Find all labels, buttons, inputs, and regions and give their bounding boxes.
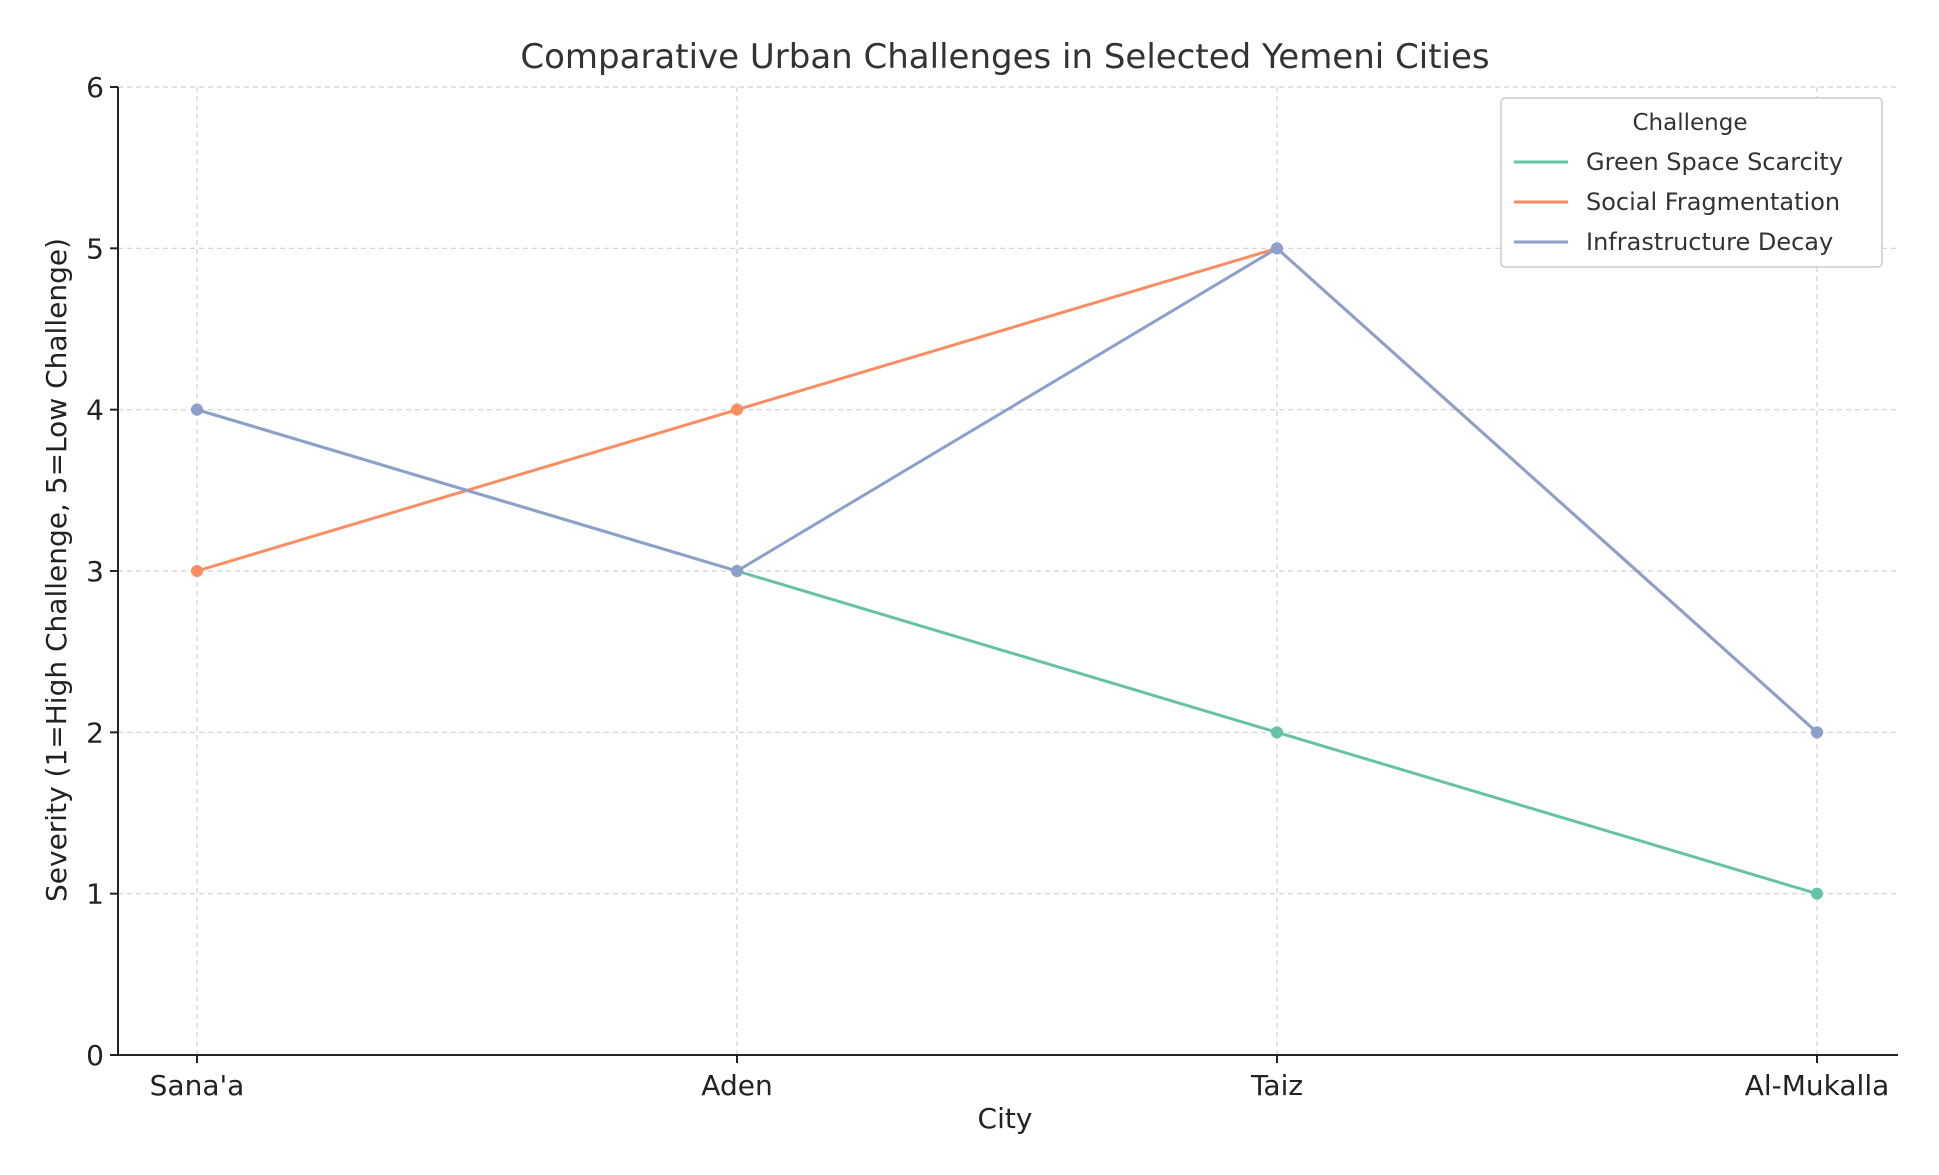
y-tick-label: 1 xyxy=(86,878,104,911)
y-tick-label: 4 xyxy=(86,394,104,427)
chart-title: Comparative Urban Challenges in Selected… xyxy=(520,37,1489,77)
x-tick-label: Taiz xyxy=(1250,1069,1303,1102)
y-tick-label: 2 xyxy=(86,716,104,749)
data-point xyxy=(191,565,203,577)
y-tick-label: 0 xyxy=(86,1039,104,1072)
y-tick-label: 3 xyxy=(86,555,104,588)
y-tick-label: 5 xyxy=(86,232,104,265)
x-tick-label: Aden xyxy=(701,1069,772,1102)
y-axis-label: Severity (1=High Challenge, 5=Low Challe… xyxy=(40,238,73,902)
data-point xyxy=(191,403,203,416)
x-tick-label: Al-Mukalla xyxy=(1745,1069,1890,1102)
ticks: 0 1 2 3 4 5 6 Sana'a Aden Taiz Al-Mukalla xyxy=(86,71,1889,1102)
data-point xyxy=(1271,726,1283,739)
data-point xyxy=(731,565,743,577)
series xyxy=(191,242,1823,900)
series-group xyxy=(191,242,1823,739)
legend-box xyxy=(1500,97,1883,268)
legend: Challenge Green Space Scarcity Social Fra… xyxy=(1500,97,1883,268)
legend-label: Social Fragmentation xyxy=(1586,188,1840,216)
series-group xyxy=(191,403,1823,900)
series-line xyxy=(196,246,1819,734)
series-line xyxy=(196,246,1819,734)
x-axis-label: City xyxy=(978,1102,1033,1135)
data-point xyxy=(1811,726,1823,739)
legend-label: Green Space Scarcity xyxy=(1586,148,1843,176)
data-point xyxy=(1811,887,1823,900)
x-tick-label: Sana'a xyxy=(150,1069,245,1102)
legend-items: Green Space Scarcity Social Fragmentation… xyxy=(1514,148,1843,256)
series-group xyxy=(191,242,1823,739)
data-point xyxy=(1271,242,1283,255)
legend-label: Infrastructure Decay xyxy=(1586,228,1833,256)
legend-title: Challenge xyxy=(1633,110,1748,136)
data-point xyxy=(731,403,743,416)
y-tick-label: 6 xyxy=(86,71,104,104)
